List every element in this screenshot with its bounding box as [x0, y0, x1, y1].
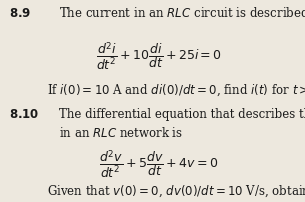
Text: Given that $v(0) = 0$, $dv(0)/dt = 10$ V/s, obtain $v(t)$.: Given that $v(0) = 0$, $dv(0)/dt = 10$ V…: [47, 183, 305, 199]
Text: The current in an $RLC$ circuit is described by: The current in an $RLC$ circuit is descr…: [59, 5, 305, 22]
Text: If $i(0) = 10$ A and $di(0)/dt = 0$, find $i(t)$ for $t > 0$.: If $i(0) = 10$ A and $di(0)/dt = 0$, fin…: [47, 82, 305, 98]
Text: The differential equation that describes the voltage: The differential equation that describes…: [59, 108, 305, 121]
Text: $\dfrac{d^2i}{dt^2} + 10\dfrac{di}{dt} + 25i = 0$: $\dfrac{d^2i}{dt^2} + 10\dfrac{di}{dt} +…: [95, 41, 222, 72]
Text: $\dfrac{d^2v}{dt^2} + 5\dfrac{dv}{dt} + 4v = 0$: $\dfrac{d^2v}{dt^2} + 5\dfrac{dv}{dt} + …: [99, 149, 218, 180]
Text: $\mathbf{8.10}$: $\mathbf{8.10}$: [9, 108, 39, 121]
Text: in an $RLC$ network is: in an $RLC$ network is: [59, 126, 184, 140]
Text: $\mathbf{8.9}$: $\mathbf{8.9}$: [9, 7, 31, 20]
